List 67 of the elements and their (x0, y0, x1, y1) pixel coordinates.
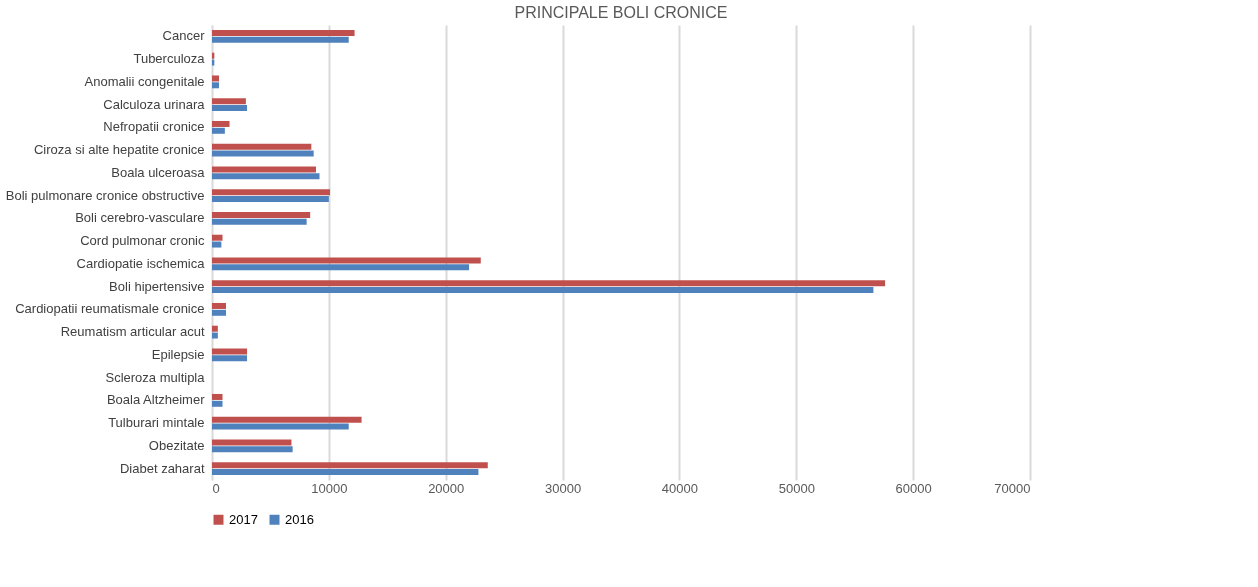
bar (212, 166, 316, 173)
y-tick-label: Calculoza urinara (103, 96, 206, 112)
bar (212, 241, 222, 248)
legend-label: 2017 (229, 511, 258, 527)
bar (212, 173, 320, 180)
bar (212, 423, 349, 430)
y-tick-label: Cancer (162, 28, 206, 44)
y-tick-label: Tuberculoza (133, 51, 206, 67)
bar (212, 393, 223, 400)
bar (212, 29, 355, 36)
x-tick-label: 40000 (661, 480, 699, 496)
bar (212, 280, 886, 287)
bar (212, 82, 220, 89)
bar (212, 98, 246, 105)
y-tick-label: Tulburari mintale (108, 415, 205, 431)
bar (212, 127, 225, 134)
bar (212, 462, 488, 469)
y-tick-label: Cardiopatii reumatismale cronice (15, 301, 205, 317)
y-tick-label: Diabet zaharat (119, 460, 205, 476)
bar (212, 325, 218, 332)
bar (212, 143, 312, 150)
chart-title: PRINCIPALE BOLI CRONICE (514, 4, 728, 21)
y-tick-label: Obezitate (148, 437, 205, 453)
y-tick-label: Scleroza multipla (105, 369, 206, 385)
y-tick-label: Epilepsie (151, 346, 205, 362)
bar (212, 120, 230, 127)
bar (212, 302, 227, 309)
x-tick-label: 70000 (994, 480, 1031, 496)
bar (212, 36, 349, 43)
bar (212, 439, 292, 446)
x-tick-label: 20000 (428, 480, 465, 496)
y-tick-label: Ciroza si alte hepatite cronice (33, 142, 205, 158)
bar (212, 218, 307, 225)
bar (212, 75, 220, 82)
bar (212, 446, 293, 453)
bar (212, 150, 314, 157)
bar (212, 189, 331, 196)
bar (212, 469, 479, 476)
bar (212, 264, 470, 271)
bar (212, 287, 874, 294)
y-tick-label: Anomalii congenitale (84, 73, 205, 89)
y-tick-label: Boala Altzheimer (106, 392, 206, 408)
bar (212, 196, 329, 203)
x-tick-label: 60000 (895, 480, 932, 496)
bar (212, 257, 481, 264)
y-tick-label: Reumatism articular acut (60, 324, 205, 340)
y-tick-label: Cardiopatie ischemica (76, 255, 206, 271)
y-tick-label: Cord pulmonar cronic (80, 233, 205, 249)
legend-label: 2016 (285, 511, 314, 527)
y-tick-label: Boli cerebro-vasculare (75, 210, 205, 226)
y-tick-label: Nefropatii cronice (103, 119, 205, 135)
bar (212, 355, 248, 362)
bar (212, 234, 223, 241)
bar (212, 105, 248, 112)
y-tick-label: Boli hipertensive (109, 278, 205, 294)
y-tick-label: Boala ulceroasa (111, 164, 206, 180)
bar (212, 332, 218, 339)
bar (212, 348, 248, 355)
bar (212, 400, 223, 407)
x-tick-label: 30000 (544, 480, 582, 496)
y-tick-label: Boli pulmonare cronice obstructive (5, 187, 205, 203)
bar (212, 309, 227, 316)
x-tick-label: 10000 (311, 480, 348, 496)
bar (212, 211, 311, 218)
x-tick-label: 50000 (778, 480, 815, 496)
bar (212, 416, 362, 423)
x-tick-label: 0 (212, 480, 220, 496)
